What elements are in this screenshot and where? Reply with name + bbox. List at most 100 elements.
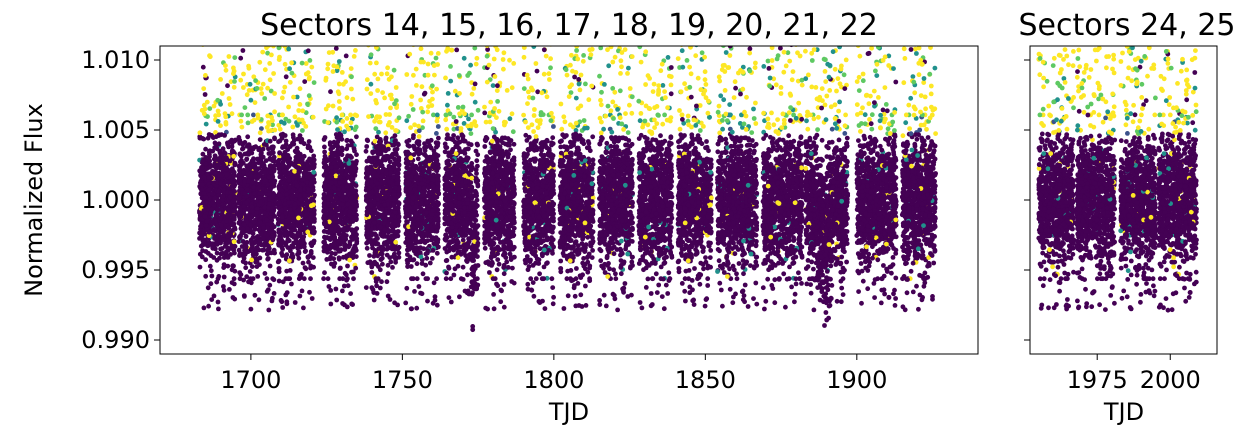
data-point [218, 77, 224, 82]
data-point [367, 60, 373, 66]
data-point [289, 60, 294, 66]
data-point [241, 85, 246, 90]
data-point [258, 86, 264, 91]
data-point [237, 177, 243, 183]
data-point [218, 222, 224, 228]
data-point [321, 137, 327, 142]
data-point [201, 208, 207, 214]
data-point [323, 211, 329, 217]
data-point [241, 210, 247, 216]
data-point [250, 195, 256, 201]
data-point [296, 207, 302, 213]
data-point [304, 201, 310, 207]
data-point [219, 152, 225, 158]
data-point [208, 268, 214, 274]
data-point [333, 164, 339, 169]
data-point [390, 265, 395, 270]
data-point [375, 88, 380, 93]
data-point [372, 118, 377, 124]
data-point [342, 243, 348, 249]
data-point [198, 243, 204, 249]
data-point [249, 209, 255, 214]
data-point [266, 307, 272, 313]
data-point [204, 219, 210, 225]
data-point [405, 219, 410, 225]
data-point [428, 145, 434, 151]
data-point [225, 233, 231, 239]
data-point [322, 200, 327, 206]
data-point [321, 276, 326, 282]
data-point [222, 111, 228, 116]
data-point [292, 114, 298, 120]
data-point [326, 50, 332, 55]
data-point [390, 254, 396, 259]
data-point [288, 207, 293, 212]
data-point [337, 106, 342, 111]
data-point [346, 226, 352, 232]
data-point [297, 86, 303, 92]
data-point [324, 257, 330, 262]
data-point [417, 250, 423, 255]
data-point [205, 171, 210, 177]
data-point [202, 92, 208, 97]
data-point [309, 218, 315, 224]
data-point [259, 231, 264, 237]
data-point [283, 74, 289, 80]
data-point [366, 46, 371, 48]
data-point [205, 135, 211, 141]
data-point [332, 241, 337, 247]
data-point [210, 135, 216, 141]
data-point [277, 193, 283, 198]
data-point [302, 193, 308, 198]
data-point [224, 179, 229, 185]
data-point [394, 205, 399, 211]
data-point [339, 70, 345, 75]
data-point [237, 253, 242, 258]
data-point [221, 232, 227, 238]
data-point [282, 184, 287, 190]
data-point [276, 164, 282, 169]
data-point [364, 86, 370, 92]
data-point [255, 274, 261, 279]
data-point [244, 167, 250, 173]
data-point [373, 98, 379, 103]
data-point [380, 90, 385, 95]
data-point [293, 192, 299, 198]
data-point [404, 118, 410, 124]
data-point [199, 233, 205, 239]
data-point [203, 73, 208, 78]
data-point [225, 207, 231, 213]
data-point [209, 297, 215, 302]
data-point [364, 165, 370, 171]
data-point [364, 195, 369, 201]
data-point [250, 235, 256, 241]
data-point [416, 142, 422, 148]
data-point [230, 198, 236, 204]
data-point [344, 218, 350, 224]
data-point [200, 64, 206, 70]
data-point [347, 153, 353, 159]
data-point [205, 285, 211, 291]
data-point [380, 261, 385, 267]
data-point [383, 130, 389, 136]
data-point [229, 280, 235, 285]
data-point [211, 255, 217, 260]
data-point [297, 293, 303, 299]
data-point [268, 169, 274, 175]
data-point [416, 239, 422, 245]
data-point [411, 257, 417, 263]
data-point [284, 301, 290, 307]
data-point [201, 86, 207, 91]
data-point [216, 156, 222, 162]
data-point [267, 282, 273, 288]
data-point [279, 175, 285, 181]
data-point [263, 196, 268, 202]
data-point [329, 197, 335, 202]
data-point [278, 234, 283, 240]
data-point [302, 225, 308, 231]
data-point [310, 114, 316, 120]
data-point [217, 240, 223, 245]
data-point [303, 124, 309, 129]
data-point [217, 215, 223, 221]
data-point [256, 185, 262, 191]
